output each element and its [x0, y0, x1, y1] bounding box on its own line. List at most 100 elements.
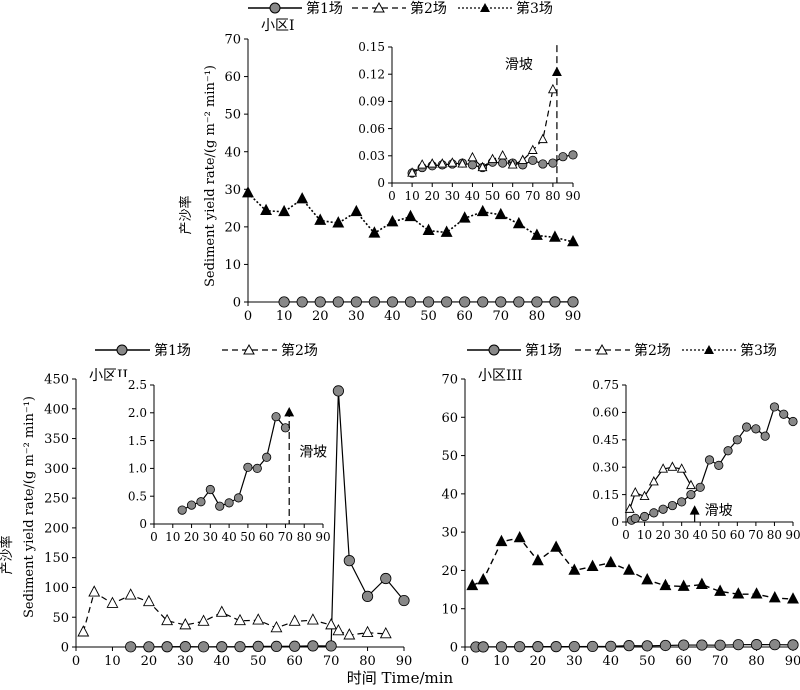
plot3-point-2	[714, 584, 727, 596]
inset1-point-2	[497, 150, 508, 160]
plot1-point-2	[368, 226, 381, 238]
plot3-point-2	[787, 592, 799, 604]
inset3-point-1	[714, 460, 724, 470]
plot3-point-1	[568, 640, 580, 653]
inset1-y-tick-label: 0.03	[358, 149, 385, 163]
inset3-x-tick-label: 20	[655, 528, 670, 542]
plot3-point-1	[477, 641, 489, 653]
legend-left-label-1: 第1场	[154, 342, 191, 359]
inset3-point-2	[667, 461, 678, 471]
plot3-point-2	[695, 577, 708, 589]
plot1-point-2	[440, 225, 453, 237]
inset1-y-tick-label: 0	[377, 176, 385, 190]
plot2-point-2	[142, 594, 155, 607]
inset3-point-1	[639, 511, 650, 522]
plot3-title: 小区III	[478, 368, 523, 384]
inset3-y-tick-label: 0	[611, 515, 619, 529]
plot2-point-2	[325, 618, 338, 630]
plot2-point-1	[216, 641, 228, 653]
plot2-x-tick-label: 60	[286, 654, 303, 669]
inset3-x-tick-label: 10	[637, 528, 652, 542]
plot2-point-1	[289, 640, 301, 652]
inset2-y-tick-label: 0.5	[128, 489, 147, 503]
plot3-point-2	[466, 578, 479, 591]
x-axis-label: 时间 Time/min	[347, 669, 454, 687]
inset3-point-1	[732, 435, 742, 445]
plot1-point-1	[513, 296, 525, 308]
plot3-point-1	[514, 641, 526, 653]
inset3-x-tick-label: 70	[748, 528, 763, 542]
inset1-point-2	[417, 159, 428, 169]
plot1-y-tick-label: 70	[224, 33, 241, 48]
plot3-x-tick-label: 50	[639, 654, 656, 669]
plot2-point-2	[88, 585, 101, 597]
y-label-left-cn: 产沙率	[0, 535, 15, 574]
plot1-point-1	[386, 296, 399, 308]
plot3-point-2	[513, 530, 526, 543]
plot2-point-2	[332, 623, 345, 636]
inset2-x-tick-label: 50	[240, 530, 255, 544]
inset1-point-1	[558, 152, 568, 162]
plot1-point-2	[512, 216, 525, 229]
inset1-point-2	[467, 151, 478, 162]
plot1-x-tick-label: 50	[420, 309, 437, 324]
inset2-point-1	[205, 484, 215, 495]
inset2-y-tick-label: 1.0	[128, 462, 147, 476]
plot3-series-line-2	[471, 537, 794, 600]
legend-top-label-1: 第1场	[306, 0, 343, 17]
plot2-point-1	[325, 640, 337, 652]
plot1-point-1	[459, 296, 471, 308]
plot3-point-1	[678, 639, 690, 651]
inset3-y-tick-label: 0.15	[592, 488, 619, 502]
inset1-x-tick-label: 0	[388, 189, 396, 203]
legend-top-label-3: 第3场	[516, 0, 553, 17]
plot3-point-1	[586, 640, 599, 653]
inset3-point-1	[658, 504, 668, 514]
plot1-point-1	[278, 296, 290, 308]
plot2-point-1	[307, 640, 319, 652]
plot3-point-2	[477, 573, 490, 585]
inset1-point-2	[507, 159, 518, 169]
inset1-point-1	[568, 150, 578, 160]
legend-right-label-3: 第3场	[740, 342, 777, 359]
plot2-x-tick-label: 20	[141, 654, 158, 669]
plot2-x-tick-label: 40	[214, 654, 231, 669]
plot1-x-tick-label: 20	[312, 309, 329, 324]
plot2-x-tick-label: 70	[323, 654, 340, 669]
plot1-point-2	[260, 203, 273, 216]
inset2-x-tick-label: 70	[278, 530, 293, 544]
legend-left-label-2: 第2场	[281, 342, 318, 359]
plot1-x-tick-label: 70	[493, 309, 510, 324]
y-label-top-en: Sediment yield rate/(g m⁻² min⁻¹)	[203, 65, 218, 287]
plot2-point-1	[197, 641, 210, 653]
plot3-point-1	[550, 641, 562, 653]
inset3-point-1	[760, 431, 770, 441]
plot3-point-1	[750, 639, 763, 651]
plot-area-1: 0 10 20 30 40 50 60 70 80 90 0 10 20 30 40 50 60 70 小区I	[224, 18, 581, 324]
inset2-point-1	[224, 498, 234, 508]
plot3-y-tick-label: 30	[441, 526, 458, 541]
inset3-point-1	[677, 497, 687, 507]
plot2-point-1	[380, 572, 392, 585]
plot1-point-2	[404, 209, 417, 222]
plot3-x-tick-label: 70	[712, 654, 729, 669]
inset2-x-tick-label: 10	[165, 530, 180, 544]
inset2-point-1	[271, 412, 281, 422]
plot2-point-2	[252, 613, 265, 625]
inset2-point-1	[186, 500, 197, 510]
inset3-point-2	[630, 486, 641, 497]
inset-area-3: 0 10 20 30 40 50 60 70 80 90 0 0.15 0.30 0.45 0.60 0.75…	[584, 377, 800, 542]
plot1-title: 小区I	[261, 18, 295, 34]
plot1-x-tick-label: 80	[529, 309, 546, 324]
plot3-point-2	[586, 559, 599, 571]
inset3-point-1	[630, 513, 640, 523]
plot2-point-1	[343, 555, 355, 567]
inset1-y-tick-label: 0.12	[358, 67, 385, 81]
inset1-point-1	[538, 159, 548, 169]
plot2-point-2	[234, 613, 246, 626]
inset2-point-1	[280, 423, 291, 433]
inset1-point-2	[407, 167, 418, 177]
plot3-point-2	[732, 587, 745, 599]
inset3-y-tick-label: 0.75	[592, 378, 619, 392]
plot2-point-2	[197, 614, 210, 626]
